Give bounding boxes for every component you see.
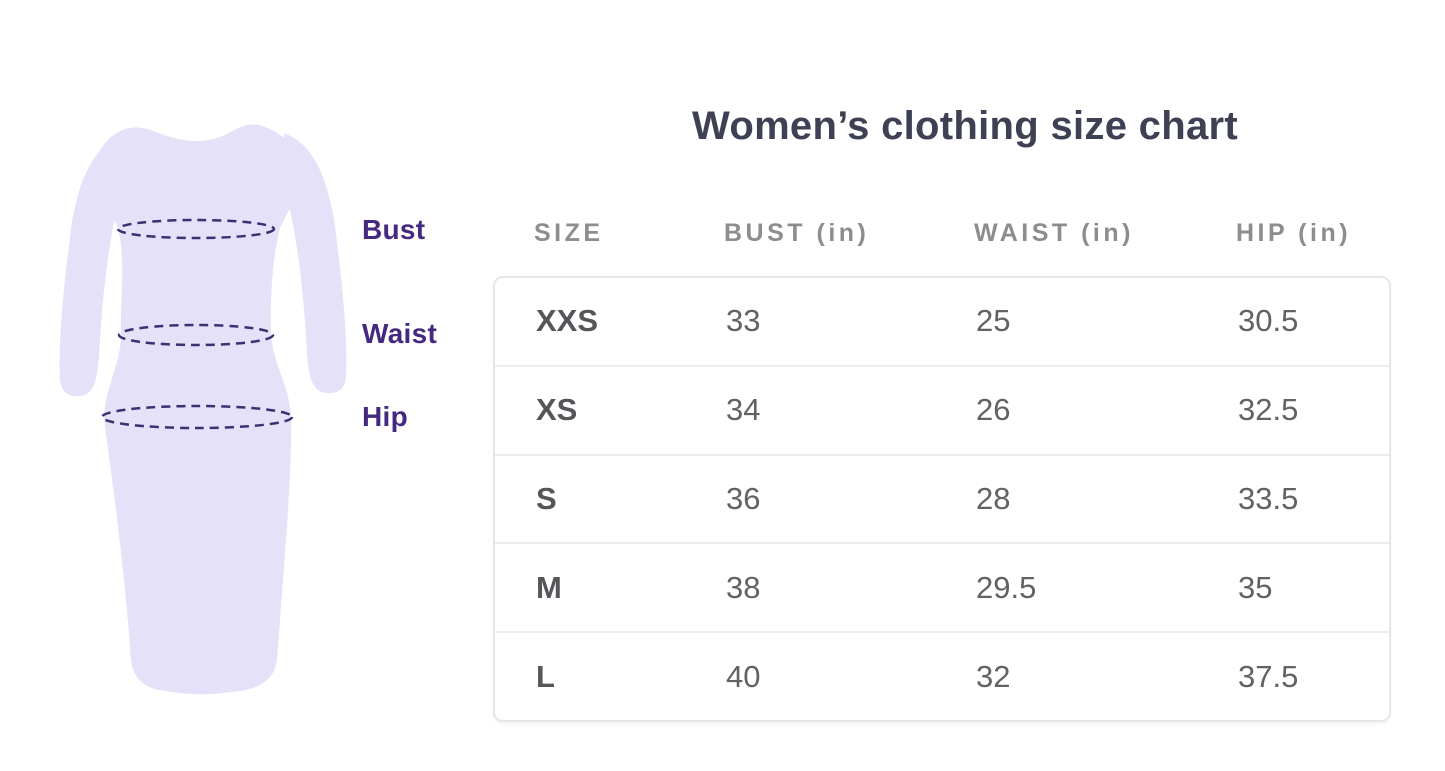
cell-bust: 34 [726, 392, 761, 428]
cell-size: XXS [536, 303, 599, 339]
size-table: XXS 33 25 30.5 XS 34 26 32.5 S 36 28 33.… [493, 276, 1391, 722]
cell-hip: 30.5 [1238, 303, 1299, 339]
dress-illustration [59, 124, 347, 695]
table-row-l: L 40 32 37.5 [495, 631, 1389, 720]
cell-hip: 35 [1238, 569, 1273, 605]
cell-hip: 32.5 [1238, 392, 1299, 428]
col-header-size: SIZE [534, 219, 604, 247]
cell-waist: 25 [976, 303, 1011, 339]
col-header-waist: WAIST (in) [974, 219, 1134, 247]
cell-bust: 40 [726, 658, 761, 694]
cell-bust: 38 [726, 569, 761, 605]
cell-bust: 33 [726, 303, 761, 339]
dress-right-sleeve [284, 133, 347, 394]
col-header-bust: BUST (in) [724, 219, 870, 247]
table-row-s: S 36 28 33.5 [495, 453, 1389, 543]
cell-hip: 33.5 [1238, 480, 1299, 516]
cell-waist: 29.5 [976, 569, 1037, 605]
waist-label: Waist [362, 318, 438, 349]
waist-measure-ellipse [117, 323, 275, 347]
cell-hip: 37.5 [1238, 658, 1299, 694]
bust-label: Bust [362, 214, 426, 245]
cell-size: L [536, 658, 555, 694]
hip-label: Hip [362, 401, 409, 432]
cell-waist: 32 [976, 658, 1011, 694]
dress-body [90, 124, 306, 695]
cell-size: S [536, 480, 557, 516]
col-header-hip: HIP (in) [1236, 219, 1352, 247]
cell-waist: 28 [976, 480, 1011, 516]
bust-measure-ellipse [116, 218, 276, 240]
cell-bust: 36 [726, 480, 761, 516]
cell-size: M [536, 569, 562, 605]
table-row-xxs: XXS 33 25 30.5 [495, 278, 1389, 365]
cell-size: XS [536, 392, 578, 428]
table-row-xs: XS 34 26 32.5 [495, 364, 1389, 454]
table-header-row: SIZE BUST (in) WAIST (in) HIP (in) [493, 219, 1391, 248]
table-row-m: M 38 29.5 35 [495, 542, 1389, 631]
page-title: Women’s clothing size chart [692, 104, 1238, 148]
hip-measure-ellipse [100, 404, 294, 430]
cell-waist: 26 [976, 392, 1011, 428]
